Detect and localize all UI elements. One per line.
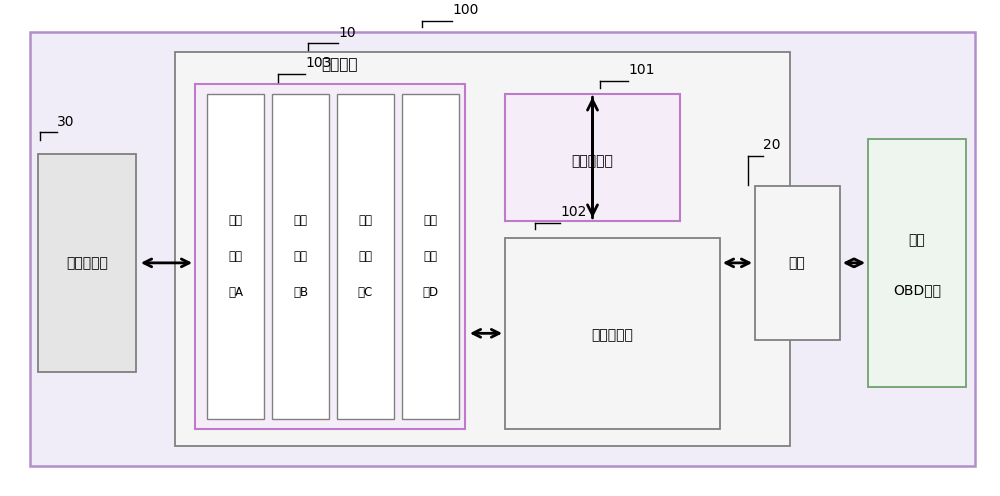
Text: 云端服务器: 云端服务器 bbox=[66, 256, 108, 270]
Text: 20: 20 bbox=[763, 138, 780, 152]
Text: OBD接口: OBD接口 bbox=[893, 283, 941, 297]
Bar bbox=[38, 154, 136, 372]
Bar bbox=[868, 139, 966, 387]
Text: 101: 101 bbox=[628, 63, 654, 77]
Text: 接口: 接口 bbox=[789, 256, 805, 270]
Text: 仪软: 仪软 bbox=[424, 250, 438, 263]
Bar bbox=[175, 52, 790, 446]
Text: 客户端软件: 客户端软件 bbox=[572, 154, 613, 168]
Bar bbox=[337, 94, 394, 419]
Text: 10: 10 bbox=[338, 26, 356, 40]
Bar bbox=[195, 84, 465, 429]
Bar bbox=[505, 238, 720, 429]
Bar bbox=[207, 94, 264, 419]
Bar bbox=[30, 32, 975, 466]
Text: 原厂: 原厂 bbox=[228, 214, 242, 228]
Text: 虚拟机软件: 虚拟机软件 bbox=[591, 328, 633, 342]
Text: 件A: 件A bbox=[228, 286, 243, 299]
Text: 103: 103 bbox=[305, 57, 331, 70]
Text: 原厂: 原厂 bbox=[424, 214, 438, 228]
Text: 仪软: 仪软 bbox=[228, 250, 242, 263]
Text: 仪软: 仪软 bbox=[294, 250, 308, 263]
Text: 原厂: 原厂 bbox=[359, 214, 373, 228]
Bar bbox=[402, 94, 459, 419]
Text: 100: 100 bbox=[452, 3, 478, 17]
Bar bbox=[755, 186, 840, 340]
Text: 原厂: 原厂 bbox=[294, 214, 308, 228]
Text: 件C: 件C bbox=[358, 286, 373, 299]
Text: 汽车: 汽车 bbox=[909, 234, 925, 248]
Bar bbox=[272, 94, 329, 419]
Text: 终端设备: 终端设备 bbox=[322, 57, 358, 72]
Text: 件B: 件B bbox=[293, 286, 308, 299]
Text: 件D: 件D bbox=[422, 286, 439, 299]
Text: 30: 30 bbox=[57, 115, 74, 129]
Text: 102: 102 bbox=[560, 205, 586, 219]
Text: 仪软: 仪软 bbox=[359, 250, 373, 263]
Bar bbox=[505, 94, 680, 221]
